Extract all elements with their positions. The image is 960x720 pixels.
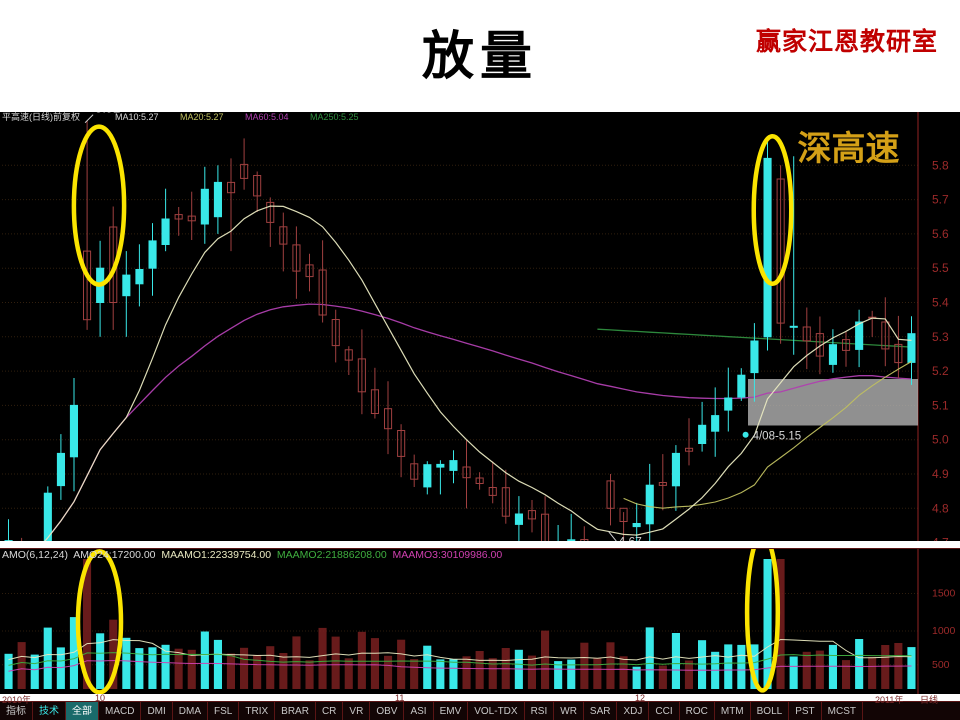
- svg-text:4.67: 4.67: [619, 534, 643, 541]
- svg-text:5.2: 5.2: [932, 364, 949, 378]
- svg-text:5.1: 5.1: [932, 398, 949, 412]
- svg-text:5.4: 5.4: [932, 296, 949, 310]
- svg-text:MA10:5.27: MA10:5.27: [115, 112, 159, 122]
- svg-text:4.9: 4.9: [932, 467, 949, 481]
- svg-text:5.6: 5.6: [932, 227, 949, 241]
- svg-text:MA60:5.04: MA60:5.04: [245, 112, 289, 122]
- svg-text:5.0: 5.0: [932, 433, 949, 447]
- svg-text:深高速: 深高速: [798, 130, 900, 168]
- svg-text:5.8: 5.8: [932, 158, 949, 172]
- svg-text:1500: 1500: [932, 588, 956, 600]
- svg-text:500: 500: [932, 659, 950, 671]
- svg-text:平高速(日线)前复权: 平高速(日线)前复权: [2, 112, 80, 122]
- svg-text:4/08-5.15: 4/08-5.15: [753, 430, 802, 442]
- svg-text:4.8: 4.8: [932, 501, 949, 515]
- svg-text:5.7: 5.7: [932, 193, 949, 207]
- svg-text:4.7: 4.7: [932, 536, 949, 541]
- svg-text:1000: 1000: [932, 625, 956, 637]
- svg-text:MA250:5.25: MA250:5.25: [310, 112, 359, 122]
- svg-text:MA20:5.27: MA20:5.27: [180, 112, 224, 122]
- svg-text:5.3: 5.3: [932, 330, 949, 344]
- svg-text:5.5: 5.5: [932, 261, 949, 275]
